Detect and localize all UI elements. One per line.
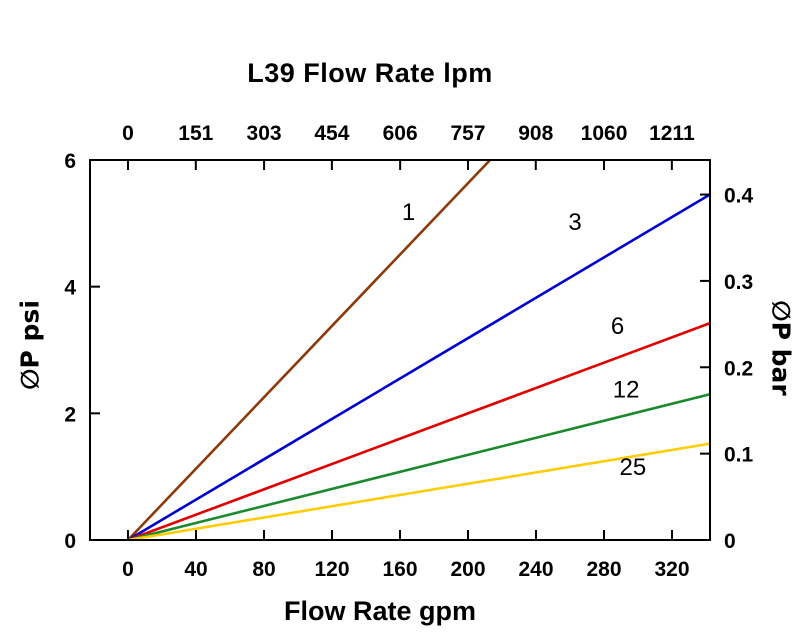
bottom-tick-label: 120 [314, 558, 349, 581]
top-tick-label: 606 [383, 122, 418, 145]
top-tick-label: 1060 [581, 122, 628, 145]
bottom-tick-label: 160 [382, 558, 417, 581]
right-tick-label: 0 [724, 530, 736, 553]
right-tick-label: 0.4 [724, 185, 754, 208]
chart-line-6 [126, 322, 710, 540]
bottom-axis-title: Flow Rate gpm [283, 596, 476, 626]
top-axis-title: L39 Flow Rate lpm [247, 58, 493, 88]
top-tick-label: 303 [247, 122, 282, 145]
right-tick-label: 0.2 [724, 357, 753, 380]
series-label-25: 25 [620, 454, 647, 481]
bottom-tick-label: 80 [252, 558, 275, 581]
top-tick-label: 0 [122, 122, 134, 145]
bottom-tick-label: 320 [654, 558, 689, 581]
left-tick-label: 6 [64, 150, 76, 173]
series-label-12: 12 [613, 376, 640, 403]
bottom-tick-label: 0 [122, 558, 134, 581]
chart-line-12 [126, 393, 710, 540]
left-tick-label: 0 [64, 530, 76, 553]
series-label-1: 1 [402, 199, 415, 226]
right-tick-label: 0.3 [724, 271, 753, 294]
left-tick-label: 4 [64, 277, 76, 300]
left-tick-label: 2 [64, 403, 76, 426]
top-tick-label: 454 [314, 122, 349, 145]
chart-line-3 [126, 193, 710, 540]
top-tick-label: 757 [450, 122, 485, 145]
top-tick-label: 908 [518, 122, 553, 145]
chart-line-25 [126, 442, 710, 540]
top-tick-label: 151 [178, 122, 213, 145]
top-tick-label: 1211 [649, 122, 695, 145]
bottom-tick-label: 240 [518, 558, 553, 581]
bottom-tick-label: 40 [184, 558, 207, 581]
bottom-tick-label: 280 [586, 558, 621, 581]
chart-line-1 [126, 160, 492, 540]
series-label-3: 3 [568, 209, 581, 236]
series-label-6: 6 [611, 313, 624, 340]
right-tick-label: 0.1 [724, 444, 754, 467]
bottom-tick-label: 200 [450, 558, 485, 581]
